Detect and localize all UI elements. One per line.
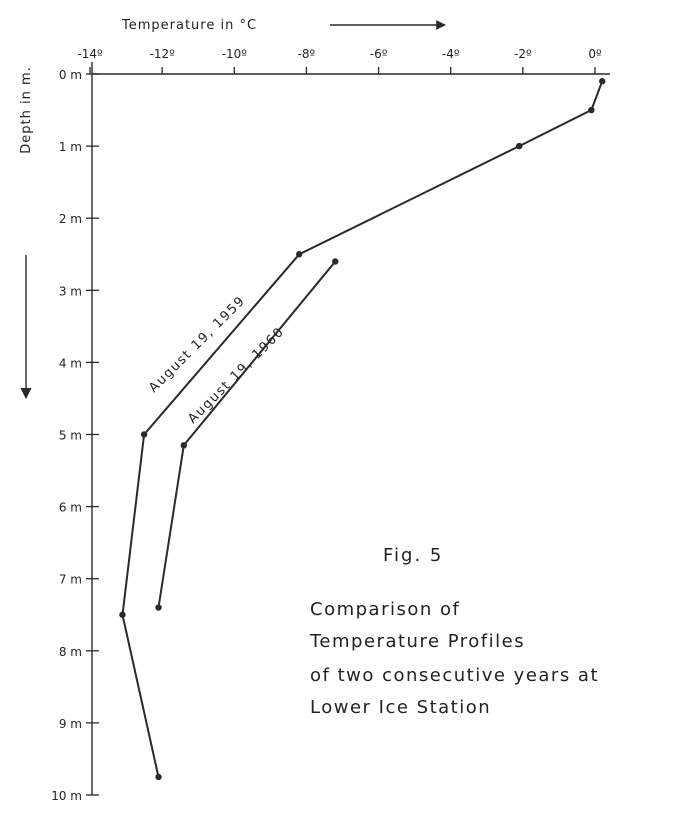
data-point-0-0 — [598, 78, 606, 85]
y-tick-label: 0 m — [59, 68, 82, 82]
x-tick-label: -6º — [370, 47, 388, 61]
x-tick-label: -14º — [77, 47, 103, 61]
data-point-0-3 — [296, 251, 303, 258]
caption-line-4: Lower Ice Station — [310, 697, 491, 718]
caption-line-3: of two consecutive years at — [310, 665, 599, 686]
data-point-0-6 — [155, 773, 162, 781]
x-tick-label: -4º — [442, 47, 460, 61]
x-tick-label: -2º — [514, 47, 532, 61]
y-tick-label: 1 m — [59, 140, 82, 154]
y-tick-label: 9 m — [59, 717, 82, 731]
y-tick-group: 0 m 1 m 2 m 3 m 4 m 5 m 6 m 7 m 8 m 9 m 10 m — [51, 68, 99, 803]
series-line-1 — [157, 260, 337, 608]
y-tick-label: 5 m — [59, 429, 82, 443]
x-axis-title: Temperature in °C — [121, 18, 257, 33]
x-tick-group: -14º -12º -10º -8º -6º -4º -2º 0º — [77, 47, 602, 74]
data-point-0-2 — [516, 142, 523, 150]
x-tick-label: -8º — [298, 47, 316, 61]
y-tick-label: 3 m — [59, 284, 82, 298]
y-tick-label: 4 m — [59, 356, 82, 370]
caption-line-1: Comparison of — [310, 599, 460, 620]
y-tick-label: 10 m — [51, 789, 82, 803]
x-tick-label: -12º — [150, 47, 176, 61]
data-point-1-0 — [332, 258, 339, 265]
data-point-0-4 — [140, 431, 148, 438]
x-tick-label: 0º — [588, 47, 602, 61]
data-point-1-1 — [180, 442, 187, 449]
y-tick-label: 7 m — [59, 573, 82, 587]
data-point-0-1 — [588, 106, 595, 114]
caption-line-2: Temperature Profiles — [309, 631, 525, 652]
y-tick-label: 8 m — [59, 645, 82, 659]
series-layer — [119, 78, 606, 781]
y-tick-label: 2 m — [59, 212, 82, 226]
x-tick-label: -10º — [222, 47, 248, 61]
y-tick-label: 6 m — [59, 501, 82, 515]
y-axis-title: Depth in m. — [19, 66, 34, 154]
figure-number: Fig. 5 — [383, 545, 443, 566]
data-point-0-5 — [119, 611, 126, 618]
data-point-1-2 — [155, 604, 162, 611]
